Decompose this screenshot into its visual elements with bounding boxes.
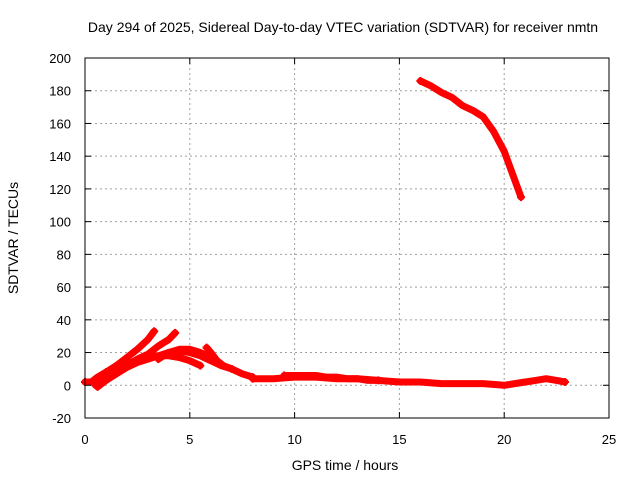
series-line bbox=[280, 372, 382, 384]
series-line bbox=[203, 344, 257, 381]
y-tick-label: 0 bbox=[64, 378, 71, 393]
grid bbox=[85, 58, 609, 418]
series-track bbox=[280, 371, 383, 385]
x-tick-label: 20 bbox=[497, 432, 511, 447]
x-tick-label: 0 bbox=[81, 432, 88, 447]
plus-marker bbox=[154, 355, 163, 364]
plus-marker bbox=[248, 374, 257, 383]
plus-marker bbox=[93, 382, 102, 391]
x-tick-label: 5 bbox=[186, 432, 193, 447]
y-tick-label: 100 bbox=[49, 215, 71, 230]
series-track bbox=[101, 352, 205, 377]
x-tick-label: 25 bbox=[602, 432, 616, 447]
y-axis-label: SDTVAR / TECUs bbox=[5, 182, 21, 294]
plus-marker bbox=[202, 343, 211, 352]
plus-marker bbox=[101, 368, 110, 377]
y-tick-label: 180 bbox=[49, 84, 71, 99]
series-line bbox=[154, 345, 215, 363]
plus-marker bbox=[416, 76, 425, 85]
y-tick-label: 200 bbox=[49, 51, 71, 66]
plus-marker bbox=[374, 376, 383, 385]
x-tick-label: 10 bbox=[287, 432, 301, 447]
plus-marker bbox=[150, 327, 159, 336]
plus-marker bbox=[196, 361, 205, 370]
x-axis-label: GPS time / hours bbox=[292, 457, 399, 473]
y-tick-label: 40 bbox=[57, 313, 71, 328]
data-series bbox=[81, 76, 569, 391]
plus-marker bbox=[280, 371, 289, 380]
plot-frame bbox=[84, 57, 610, 419]
series-track bbox=[416, 76, 525, 202]
x-tick-label: 15 bbox=[392, 432, 406, 447]
y-tick-label: 120 bbox=[49, 182, 71, 197]
y-tick-label: 140 bbox=[49, 149, 71, 164]
chart-title: Day 294 of 2025, Sidereal Day-to-day VTE… bbox=[88, 19, 598, 35]
axis-ticks: 0 5 10 15 20 25 -20 0 20 40 60 80 100 120 140 160 180 200 bbox=[49, 51, 616, 447]
series-line bbox=[416, 77, 525, 201]
y-tick-label: 160 bbox=[49, 116, 71, 131]
plus-marker bbox=[171, 328, 180, 337]
y-tick-label: 60 bbox=[57, 280, 71, 295]
plus-marker bbox=[560, 378, 569, 386]
y-tick-label: -20 bbox=[52, 411, 71, 426]
y-tick-label: 20 bbox=[57, 346, 71, 361]
y-tick-label: 80 bbox=[57, 247, 71, 262]
plus-marker bbox=[516, 193, 525, 202]
series-line bbox=[102, 352, 204, 376]
